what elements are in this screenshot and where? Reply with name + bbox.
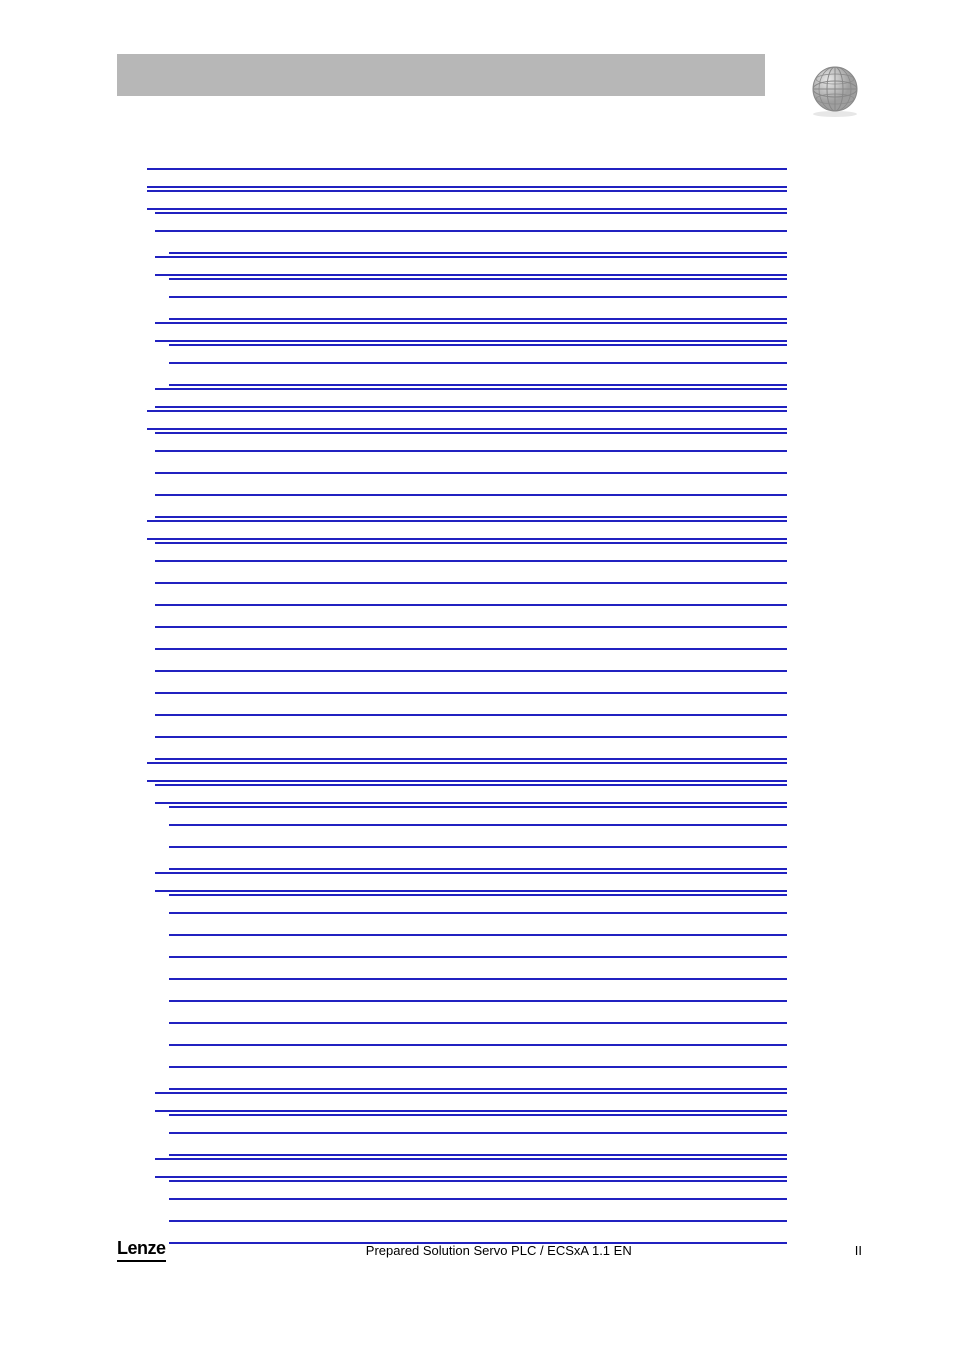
globe-icon [808, 64, 862, 118]
toc-row[interactable] [155, 784, 787, 804]
footer-page-number: II [832, 1243, 862, 1258]
toc-row[interactable] [169, 1048, 787, 1068]
toc-row[interactable] [155, 388, 787, 408]
toc-row[interactable] [155, 322, 787, 342]
toc-row[interactable] [155, 608, 787, 628]
toc-row[interactable] [155, 586, 787, 606]
footer-center-text: Prepared Solution Servo PLC / ECSxA 1.1 … [166, 1243, 832, 1258]
toc-row[interactable] [155, 212, 787, 232]
toc-row[interactable] [169, 850, 787, 870]
toc-row[interactable] [169, 916, 787, 936]
toc-row[interactable] [155, 674, 787, 694]
toc-row[interactable] [169, 1026, 787, 1046]
toc-row[interactable] [169, 234, 787, 254]
toc-row[interactable] [147, 168, 787, 188]
toc-row[interactable] [147, 410, 787, 430]
table-of-contents [117, 168, 787, 1246]
toc-row[interactable] [169, 1202, 787, 1222]
toc-row[interactable] [169, 828, 787, 848]
toc-row[interactable] [169, 1114, 787, 1134]
toc-row[interactable] [155, 696, 787, 716]
toc-row[interactable] [169, 300, 787, 320]
toc-row[interactable] [169, 278, 787, 298]
toc-row[interactable] [155, 454, 787, 474]
header-bar [117, 54, 765, 96]
toc-row[interactable] [155, 1092, 787, 1112]
footer: Lenze Prepared Solution Servo PLC / ECSx… [117, 1238, 862, 1262]
toc-row[interactable] [155, 1158, 787, 1178]
toc-row[interactable] [169, 366, 787, 386]
toc-row[interactable] [147, 762, 787, 782]
toc-row[interactable] [169, 1070, 787, 1090]
toc-row[interactable] [169, 806, 787, 826]
toc-row[interactable] [155, 476, 787, 496]
toc-row[interactable] [155, 718, 787, 738]
toc-row[interactable] [155, 498, 787, 518]
toc-row[interactable] [155, 542, 787, 562]
toc-row[interactable] [155, 564, 787, 584]
toc-row[interactable] [155, 740, 787, 760]
toc-row[interactable] [169, 344, 787, 364]
toc-row[interactable] [169, 960, 787, 980]
toc-row[interactable] [169, 982, 787, 1002]
toc-row[interactable] [169, 1180, 787, 1200]
toc-row[interactable] [155, 256, 787, 276]
toc-row[interactable] [169, 1136, 787, 1156]
toc-row[interactable] [155, 872, 787, 892]
toc-row[interactable] [155, 630, 787, 650]
toc-row[interactable] [147, 520, 787, 540]
toc-row[interactable] [147, 190, 787, 210]
toc-row[interactable] [169, 1004, 787, 1024]
toc-row[interactable] [155, 652, 787, 672]
toc-row[interactable] [169, 938, 787, 958]
footer-logo: Lenze [117, 1238, 166, 1262]
toc-row[interactable] [169, 894, 787, 914]
toc-row[interactable] [155, 432, 787, 452]
